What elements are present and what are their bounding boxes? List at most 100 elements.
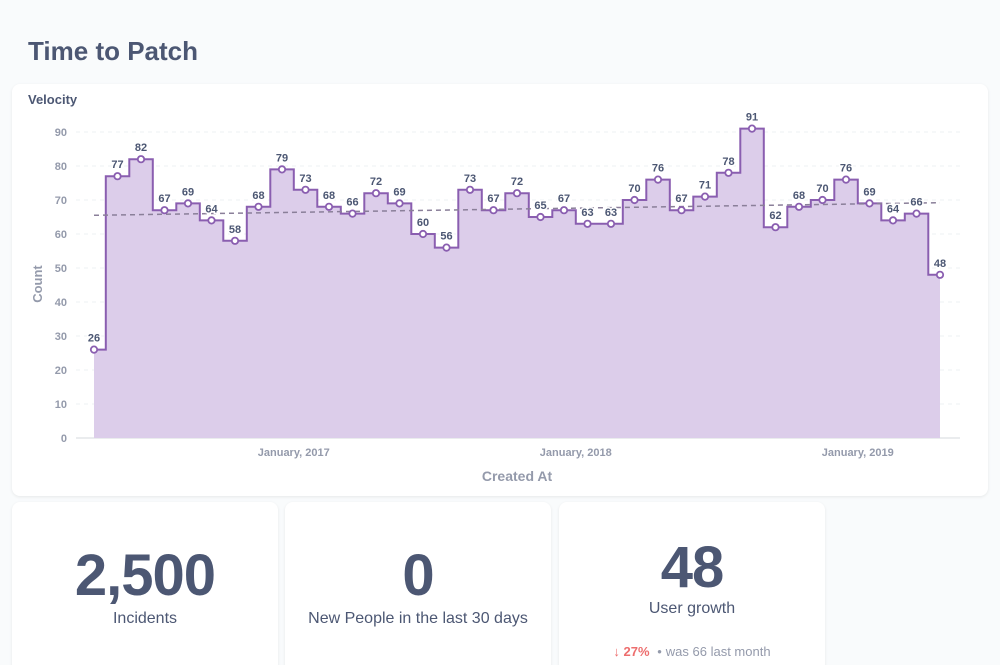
- y-tick-label: 20: [55, 365, 67, 377]
- y-tick-label: 40: [55, 297, 67, 309]
- data-label: 67: [158, 193, 170, 205]
- data-point: [677, 206, 686, 215]
- area-fill: [94, 128, 940, 438]
- data-point: [230, 236, 240, 245]
- chart-title[interactable]: Velocity: [28, 92, 78, 107]
- data-point: [348, 209, 357, 218]
- data-label: 26: [88, 333, 100, 345]
- data-point: [771, 223, 780, 232]
- scalar-card-new-people[interactable]: 0 New People in the last 30 days: [285, 502, 551, 665]
- y-tick-label: 90: [55, 127, 67, 139]
- data-point: [418, 229, 428, 239]
- comparison-separator: •: [657, 644, 662, 659]
- data-point: [865, 199, 874, 208]
- data-label: 69: [393, 186, 405, 198]
- y-tick-label: 30: [55, 331, 67, 343]
- y-tick-label: 70: [55, 195, 67, 207]
- velocity-chart: 0 10 20 30 40 50 60 70 80 90 26 77 82 67 69 64 58 68 79 73 6…: [30, 110, 960, 484]
- data-label: 67: [487, 193, 499, 205]
- y-tick-label: 0: [61, 433, 67, 445]
- data-point: [559, 206, 569, 215]
- y-tick-label: 50: [55, 263, 67, 275]
- incidents-label: Incidents: [112, 610, 178, 627]
- data-label: 73: [299, 173, 311, 185]
- comparison-percent: 27%: [623, 644, 650, 659]
- data-label: 68: [793, 190, 805, 202]
- user-growth-label: User growth: [648, 600, 736, 617]
- data-point: [136, 155, 146, 164]
- data-point: [653, 175, 663, 184]
- data-point: [724, 168, 733, 177]
- data-label: 60: [417, 217, 429, 229]
- data-point: [606, 219, 616, 228]
- data-point: [277, 165, 287, 174]
- data-label: 69: [182, 186, 194, 198]
- data-label: 78: [722, 156, 734, 168]
- data-point: [747, 124, 757, 133]
- new-people-label: New People in the last 30 days: [308, 610, 528, 627]
- data-point: [912, 209, 921, 218]
- data-label: 66: [910, 197, 922, 209]
- data-point: [207, 216, 216, 225]
- y-tick-label: 60: [55, 229, 67, 241]
- incidents-value: 2,500: [74, 543, 216, 608]
- data-label: 77: [111, 159, 123, 171]
- data-point: [935, 270, 945, 279]
- data-label: 58: [229, 224, 241, 236]
- y-axis-title: Count: [30, 265, 45, 303]
- data-label: 56: [440, 231, 452, 243]
- data-label: 73: [464, 173, 476, 185]
- data-label: 82: [135, 142, 147, 154]
- scalar-card-incidents[interactable]: 2,500 Incidents: [12, 502, 278, 665]
- data-point: [395, 199, 404, 208]
- data-point: [160, 206, 169, 215]
- data-label: 68: [323, 190, 335, 202]
- data-point: [630, 195, 639, 205]
- data-label: 76: [840, 163, 852, 175]
- y-tick-label: 10: [55, 399, 67, 411]
- data-label: 67: [558, 193, 570, 205]
- comparison-period: last month: [710, 644, 771, 659]
- data-point: [818, 195, 827, 205]
- data-point: [512, 189, 522, 198]
- data-point: [89, 345, 99, 354]
- data-point: [794, 202, 804, 211]
- data-point: [489, 206, 498, 215]
- data-label: 67: [675, 193, 687, 205]
- data-label: 64: [205, 203, 218, 215]
- data-point: [301, 185, 310, 194]
- data-label: 68: [252, 190, 264, 202]
- page-title: Time to Patch: [28, 36, 199, 66]
- data-label: 69: [863, 186, 875, 198]
- data-label: 70: [628, 183, 640, 195]
- scalar-card-user-growth[interactable]: 48 User growth ↓ 27% • was 66 last month: [559, 502, 825, 665]
- data-label: 63: [581, 207, 593, 219]
- x-tick-label: January, 2018: [540, 447, 612, 459]
- y-tick-label: 80: [55, 161, 67, 173]
- comparison-row: ↓ 27% • was 66 last month: [559, 644, 825, 659]
- data-point: [700, 192, 710, 201]
- data-label: 70: [816, 183, 828, 195]
- x-tick-label: January, 2019: [822, 447, 894, 459]
- data-label: 65: [534, 200, 546, 212]
- x-axis-title: Created At: [482, 468, 553, 484]
- data-label: 66: [346, 197, 358, 209]
- data-point: [841, 175, 851, 184]
- x-tick-label: January, 2017: [258, 447, 330, 459]
- data-label: 76: [652, 163, 664, 175]
- arrow-down-icon: ↓: [613, 644, 620, 659]
- data-label: 48: [934, 258, 946, 270]
- new-people-value: 0: [402, 543, 434, 608]
- data-point: [888, 216, 898, 225]
- user-growth-value: 48: [660, 535, 725, 600]
- data-point: [183, 199, 193, 208]
- data-label: 72: [511, 176, 523, 188]
- comparison-was: was 66: [665, 644, 707, 659]
- data-label: 72: [370, 176, 382, 188]
- chart-card[interactable]: Velocity 0 10 20 30 40 50 60 70 80 90 26 77 82 67 69 64…: [12, 84, 988, 496]
- data-label: 62: [769, 210, 781, 222]
- data-point: [465, 185, 475, 194]
- data-point: [324, 202, 334, 211]
- data-point: [254, 202, 263, 211]
- data-label: 71: [699, 180, 711, 192]
